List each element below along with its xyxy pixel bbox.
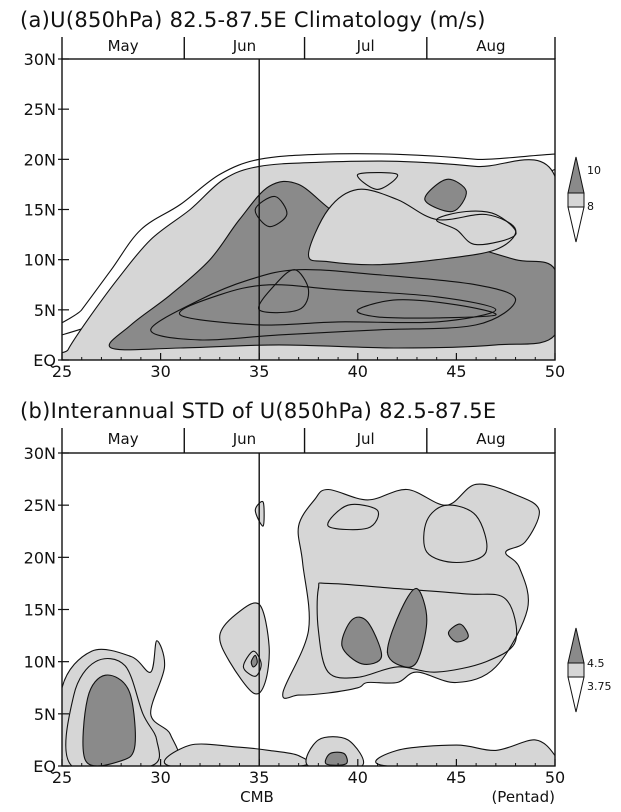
- legend-b-low-label: 3.75: [587, 680, 612, 693]
- legend-a-high-swatch: [567, 156, 585, 194]
- panel-b-y-tick-label-30N: 30N: [24, 444, 56, 463]
- panel-b-plot-area: [61, 452, 556, 767]
- panel-b-month-label-aug: Aug: [476, 430, 505, 448]
- panel-a-x-tick-label-40: 40: [348, 362, 368, 381]
- panel-b-x-tick-label-40: 40: [348, 768, 368, 787]
- panel-b-y-tick-label-10N: 10N: [24, 653, 56, 672]
- panel-b-contour-10: [327, 503, 380, 531]
- panel-a-x-tick-label-25: 25: [52, 362, 72, 381]
- panel-b-y-tick-label-EQ: EQ: [33, 757, 56, 776]
- panel-a-plot-area: [61, 58, 556, 361]
- panel-b-x-tick-label-45: 45: [446, 768, 466, 787]
- panel-b-contour-6: [250, 654, 258, 668]
- panel-a: (a)U(850hPa) 82.5-87.5E Climatology (m/s…: [20, 8, 601, 381]
- panel-b-contour-15: [305, 736, 364, 766]
- panel-a-contour-5: [254, 195, 288, 228]
- panel-b-y-tick-label-15N: 15N: [24, 601, 56, 620]
- panel-a-x-tick-label-35: 35: [249, 362, 269, 381]
- legend-a-high-label: 10: [587, 164, 601, 177]
- panel-a-y-tick-label-5N: 5N: [34, 301, 56, 320]
- legend-b-low-swatch: [567, 676, 585, 713]
- panel-b-contour-11: [423, 504, 488, 564]
- panel-b-axes: 25 30 35 40 45 50 EQ 5N 10N 15N 20N 25N 30N: [24, 444, 566, 787]
- panel-b-legend: 4.5 3.75: [567, 627, 612, 713]
- panel-b-contour-3: [163, 743, 310, 766]
- panel-a-contour-6: [150, 269, 517, 341]
- panel-b-contour-16: [375, 739, 555, 766]
- panel-a-x-tick-label-50: 50: [545, 362, 565, 381]
- legend-b-high-swatch: [567, 627, 585, 664]
- panel-b-x-tick-label-30: 30: [150, 768, 170, 787]
- panel-b-contour-1: [65, 658, 161, 766]
- panel-b-month-bar: May Jun Jul Aug: [61, 428, 556, 453]
- panel-b-x-tick-label-35: 35: [249, 768, 269, 787]
- panel-a-y-tick-label-20N: 20N: [24, 150, 56, 169]
- x-axis-cmb-label: CMB: [240, 788, 274, 806]
- panel-b-month-label-may: May: [108, 430, 139, 448]
- panel-b: (b)Interannual STD of U(850hPa) 82.5-87.…: [20, 399, 612, 806]
- panel-b-contour-5: [242, 650, 262, 677]
- panel-b-y-tick-label-5N: 5N: [34, 705, 56, 724]
- legend-a-low-label: 8: [587, 200, 594, 213]
- panel-b-contour-14: [447, 623, 469, 643]
- panel-a-contour-4: [424, 178, 467, 213]
- panel-b-contour-13: [386, 588, 428, 668]
- panel-a-x-tick-label-30: 30: [150, 362, 170, 381]
- panel-a-legend: 10 8: [567, 156, 601, 243]
- panel-b-contour-2: [82, 674, 136, 766]
- panel-b-x-tick-label-50: 50: [545, 768, 565, 787]
- panel-a-contour-11: [436, 210, 517, 246]
- panel-b-month-label-jul: Jul: [356, 430, 375, 448]
- x-axis-unit-label: (Pentad): [491, 788, 555, 806]
- panel-a-contour-9: [257, 269, 310, 314]
- legend-b-mid-swatch: [567, 662, 585, 678]
- panel-b-title: (b)Interannual STD of U(850hPa) 82.5-87.…: [20, 399, 496, 423]
- panel-a-y-tick-label-15N: 15N: [24, 201, 56, 220]
- panel-a-y-tick-label-EQ: EQ: [33, 351, 56, 370]
- panel-a-month-label-jul: Jul: [356, 37, 375, 55]
- panel-a-month-label-may: May: [108, 37, 139, 55]
- panel-b-contour-9: [316, 582, 518, 679]
- panel-b-month-label-jun: Jun: [232, 430, 256, 448]
- panel-a-y-tick-label-25N: 25N: [24, 100, 56, 119]
- legend-b-high-label: 4.5: [587, 657, 605, 670]
- panel-b-contour-17: [324, 751, 348, 766]
- legend-a-mid-swatch: [567, 192, 585, 208]
- panel-b-contour-4: [219, 602, 270, 695]
- panel-a-contour-10: [356, 171, 399, 190]
- panel-b-contour-12: [341, 616, 383, 665]
- panel-a-contours: [62, 153, 555, 360]
- panel-a-contour-8: [356, 299, 497, 319]
- panel-a-title: (a)U(850hPa) 82.5-87.5E Climatology (m/s…: [20, 8, 486, 32]
- panel-b-y-tick-label-25N: 25N: [24, 496, 56, 515]
- panel-a-axes: 25 30 35 40 45 50 EQ 5N 10N 15N 20N 25N 30N: [24, 50, 566, 381]
- panel-a-contour-7: [178, 284, 497, 326]
- panel-b-contours: [62, 483, 555, 766]
- panel-a-y-tick-label-10N: 10N: [24, 251, 56, 270]
- legend-a-low-swatch: [567, 206, 585, 243]
- panel-b-x-tick-label-25: 25: [52, 768, 72, 787]
- panel-a-y-tick-label-30N: 30N: [24, 50, 56, 69]
- panel-a-month-bar: May Jun Jul Aug: [61, 37, 556, 59]
- panel-b-y-tick-label-20N: 20N: [24, 548, 56, 567]
- panel-a-month-label-jun: Jun: [232, 37, 256, 55]
- panel-a-month-label-aug: Aug: [476, 37, 505, 55]
- panel-a-x-tick-label-45: 45: [446, 362, 466, 381]
